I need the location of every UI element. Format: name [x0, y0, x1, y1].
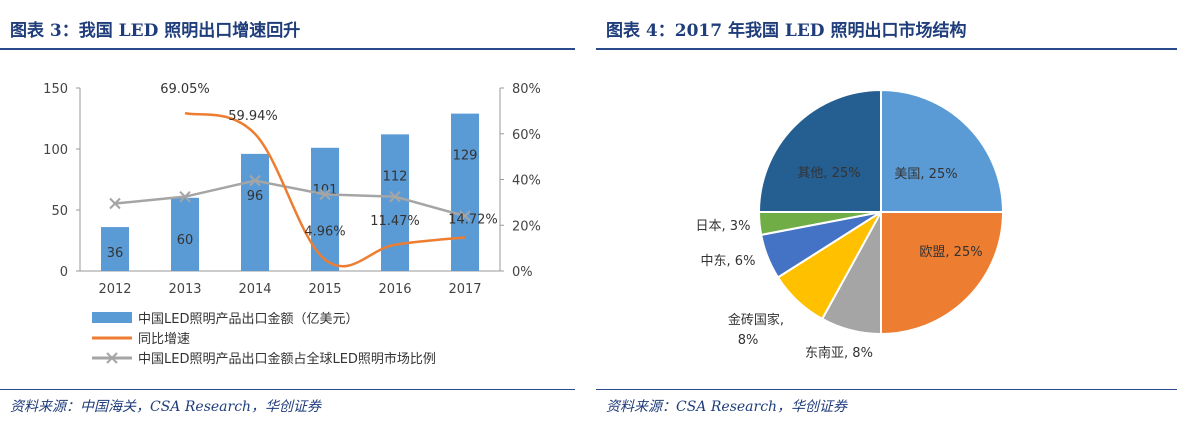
growth-line [184, 111, 466, 268]
bar-data-label: 60 [177, 233, 194, 248]
bar-export-value [101, 227, 129, 271]
marker-stroke [249, 174, 261, 187]
source-note: 资料来源：CSA Research，华创证券 [606, 399, 848, 415]
figure-4-title: 图表 4：2017 年我国 LED 照明出口市场结构 [606, 21, 967, 41]
x-tick-label: 2013 [168, 282, 201, 297]
pie-label: 东南亚, 8% [805, 345, 873, 361]
legend-entry: 中国LED照明产品出口金额（亿美元） [92, 311, 358, 327]
legend-label: 中国LED照明产品出口金额占全球LED照明市场比例 [138, 351, 436, 367]
combo-chart: 0 50 100 150 0% 20% 40% 60% 80% 2012 2013 2014 2015 2… [43, 82, 541, 367]
title-rule [596, 48, 1177, 50]
share-marker [109, 197, 121, 210]
growth-data-label: 14.72% [448, 212, 498, 227]
x-tick-label: 2015 [308, 282, 341, 297]
pie-label: 中东, 6% [701, 254, 756, 269]
y-tick-label-left: 0 [60, 265, 68, 280]
pie-label: 其他, 25% [797, 166, 860, 181]
legend-label: 中国LED照明产品出口金额（亿美元） [138, 311, 358, 327]
y-tick-label-right: 0% [512, 265, 533, 280]
pie-slice [880, 211, 1005, 336]
bar-data-label: 96 [247, 189, 264, 204]
y-tick-label-left: 100 [43, 143, 68, 158]
bar-export-value [241, 153, 269, 271]
x-tick-label: 2014 [238, 282, 271, 297]
y-tick-label-right: 20% [512, 219, 541, 234]
marker-stroke [179, 190, 191, 203]
source-rule [596, 389, 1177, 390]
x-tick-label: 2012 [98, 282, 131, 297]
bar-data-label: 112 [383, 169, 408, 184]
y-tick-label-left: 150 [43, 82, 68, 97]
share-marker [179, 190, 191, 203]
bar-data-label: 129 [453, 149, 478, 164]
bar-export-value [381, 134, 409, 271]
bar-export-value [451, 113, 479, 271]
x-tick-label: 2016 [378, 282, 411, 297]
source-rule [0, 389, 575, 390]
growth-data-label: 69.05% [160, 82, 210, 97]
share-line [114, 179, 466, 218]
figure-3-title: 图表 3：我国 LED 照明出口增速回升 [10, 21, 301, 41]
bar-data-label: 36 [107, 246, 124, 261]
legend-label: 同比增速 [138, 332, 190, 347]
growth-data-label: 59.94% [228, 109, 278, 124]
share-marker [459, 210, 471, 222]
legend-entry: 同比增速 [92, 332, 190, 347]
pie-label: 金砖国家, [728, 312, 784, 328]
share-marker [389, 190, 401, 203]
x-tick-label: 2017 [448, 282, 481, 297]
share-marker [249, 174, 261, 187]
pie-label-line2: 8% [738, 333, 759, 348]
y-tick-label-right: 60% [512, 128, 541, 143]
pie-label: 美国, 25% [894, 167, 957, 182]
legend-swatch-bar [92, 312, 132, 323]
panel-market-structure: 图表 4：2017 年我国 LED 照明出口市场结构 美国, 25% 欧盟, 25… [596, 0, 1177, 440]
title-rule [0, 48, 575, 50]
legend-entry: 中国LED照明产品出口金额占全球LED照明市场比例 [92, 351, 436, 367]
share-marker [319, 188, 331, 201]
marker-stroke [109, 197, 121, 210]
pie-slice [757, 88, 882, 213]
source-note: 资料来源：中国海关，CSA Research，华创证券 [10, 399, 322, 415]
bar-export-value [171, 197, 199, 271]
y-tick-label-left: 50 [51, 204, 68, 219]
pie-label: 欧盟, 25% [919, 245, 982, 260]
growth-data-label: 4.96% [304, 225, 345, 240]
y-tick-label-right: 80% [512, 82, 541, 97]
growth-data-label: 11.47% [370, 214, 420, 229]
pie-label: 日本, 3% [696, 219, 751, 234]
pie-slice [880, 88, 1005, 213]
legend-marker [106, 352, 118, 364]
marker-stroke [389, 190, 401, 203]
y-tick-label-right: 40% [512, 174, 541, 189]
marker-stroke [459, 210, 471, 222]
bar-export-value [311, 147, 339, 271]
marker-stroke [319, 188, 331, 201]
panel-export-growth: 图表 3：我国 LED 照明出口增速回升 0 50 100 150 0% 20% 40% 60… [0, 0, 575, 440]
pie-chart: 美国, 25% 欧盟, 25% 东南亚, 8% 金砖国家, 8% 中东, 6% 日本, 3%… [696, 88, 1005, 361]
